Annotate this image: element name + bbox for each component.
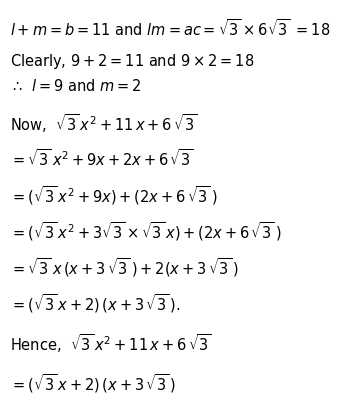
Text: $= \sqrt{3}\, x\,(x + 3\,\sqrt{3}\,) + 2(x + 3\,\sqrt{3}\,)$: $= \sqrt{3}\, x\,(x + 3\,\sqrt{3}\,) + 2…	[10, 255, 239, 278]
Text: $= \sqrt{3}\, x^2 + 9x + 2x + 6\, \sqrt{3}$: $= \sqrt{3}\, x^2 + 9x + 2x + 6\, \sqrt{…	[10, 147, 194, 169]
Text: $= (\sqrt{3}\, x + 2)\,(x + 3\,\sqrt{3}\,)$: $= (\sqrt{3}\, x + 2)\,(x + 3\,\sqrt{3}\…	[10, 371, 176, 394]
Text: $= (\sqrt{3}\, x^2 + 9x) + (2x + 6\, \sqrt{3}\,)$: $= (\sqrt{3}\, x^2 + 9x) + (2x + 6\, \sq…	[10, 183, 218, 206]
Text: $\therefore\;\, l = 9$ and $m = 2$: $\therefore\;\, l = 9$ and $m = 2$	[10, 78, 141, 94]
Text: Hence,  $\sqrt{3}\, x^2 + 11\, x + 6\, \sqrt{3}$: Hence, $\sqrt{3}\, x^2 + 11\, x + 6\, \s…	[10, 331, 212, 354]
Text: $= (\sqrt{3}\, x^2 + 3\sqrt{3} \times \sqrt{3}\, x) + (2x + 6\, \sqrt{3}\,)$: $= (\sqrt{3}\, x^2 + 3\sqrt{3} \times \s…	[10, 219, 281, 242]
Text: Clearly, $9 + 2 = 11$ and $9 \times 2 = 18$: Clearly, $9 + 2 = 11$ and $9 \times 2 = …	[10, 52, 254, 71]
Text: Now,  $\sqrt{3}\, x^2 + 11\, x + 6\, \sqrt{3}$: Now, $\sqrt{3}\, x^2 + 11\, x + 6\, \sqr…	[10, 112, 197, 135]
Text: $l + m = b = 11$ and $lm = ac = \sqrt{3} \times 6\sqrt{3}\; = 18$: $l + m = b = 11$ and $lm = ac = \sqrt{3}…	[10, 18, 331, 39]
Text: $= (\sqrt{3}\, x + 2)\,(x + 3\,\sqrt{3}\,).$: $= (\sqrt{3}\, x + 2)\,(x + 3\,\sqrt{3}\…	[10, 291, 181, 314]
